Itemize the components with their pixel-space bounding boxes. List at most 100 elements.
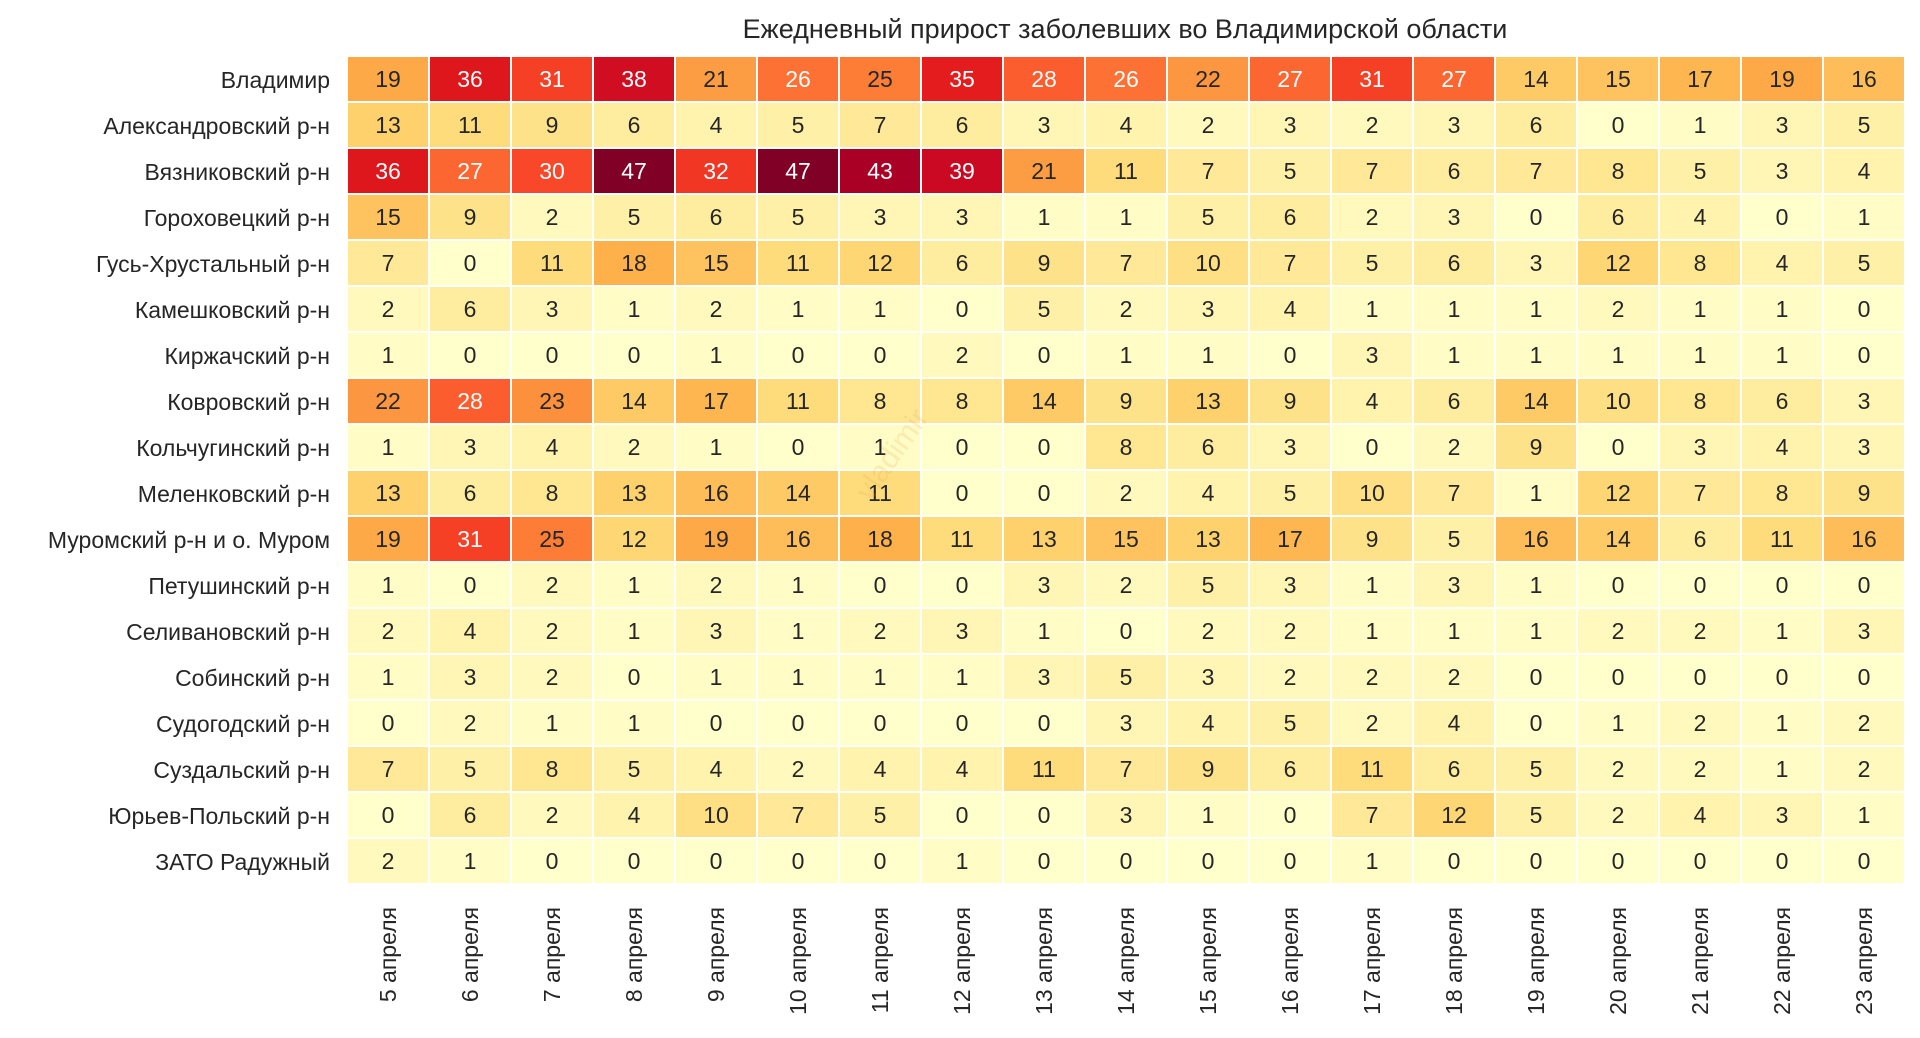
cell-value: 7 bbox=[792, 802, 805, 828]
cell-value: 6 bbox=[710, 204, 723, 230]
cell-value: 7 bbox=[382, 756, 395, 782]
cell-value: 2 bbox=[1120, 480, 1133, 506]
cell-value: 15 bbox=[703, 250, 729, 276]
cell-value: 3 bbox=[1858, 618, 1871, 644]
heatmap-cell bbox=[1250, 839, 1330, 883]
cell-value: 2 bbox=[1202, 618, 1215, 644]
cell-value: 3 bbox=[1038, 664, 1051, 690]
cell-value: 0 bbox=[956, 802, 969, 828]
heatmap-cell bbox=[1578, 379, 1658, 423]
heatmap-cell bbox=[840, 103, 920, 147]
column-label: 21 апреля bbox=[1687, 907, 1713, 1015]
cell-value: 3 bbox=[956, 618, 969, 644]
heatmap-cell bbox=[840, 793, 920, 837]
heatmap-cell bbox=[1660, 425, 1740, 469]
cell-value: 5 bbox=[1038, 296, 1051, 322]
cell-value: 36 bbox=[375, 158, 401, 184]
cell-value: 1 bbox=[1038, 204, 1051, 230]
cell-value: 2 bbox=[1120, 572, 1133, 598]
heatmap-cell bbox=[348, 655, 428, 699]
cell-value: 6 bbox=[1284, 204, 1297, 230]
cell-value: 0 bbox=[874, 710, 887, 736]
heatmap-cell bbox=[1578, 793, 1658, 837]
cell-value: 3 bbox=[1448, 112, 1461, 138]
heatmap-cell bbox=[922, 195, 1002, 239]
heatmap-cell bbox=[676, 57, 756, 101]
cell-value: 22 bbox=[375, 388, 401, 414]
cell-value: 1 bbox=[546, 710, 559, 736]
heatmap-cell bbox=[758, 655, 838, 699]
heatmap-cell bbox=[594, 655, 674, 699]
cell-value: 16 bbox=[785, 526, 811, 552]
cell-value: 1 bbox=[1366, 848, 1379, 874]
cell-value: 1 bbox=[1776, 296, 1789, 322]
cell-value: 0 bbox=[1530, 710, 1543, 736]
heatmap-cell bbox=[1578, 655, 1658, 699]
row-label: ЗАТО Радужный bbox=[155, 849, 330, 875]
cell-value: 0 bbox=[1858, 848, 1871, 874]
cell-value: 1 bbox=[1776, 618, 1789, 644]
heatmap-cell bbox=[512, 57, 592, 101]
cell-value: 6 bbox=[1448, 756, 1461, 782]
cell-value: 2 bbox=[710, 296, 723, 322]
heatmap-cell bbox=[1660, 57, 1740, 101]
cell-value: 5 bbox=[1120, 664, 1133, 690]
cell-value: 4 bbox=[874, 756, 887, 782]
column-label: 23 апреля bbox=[1851, 907, 1877, 1015]
cell-value: 0 bbox=[1776, 664, 1789, 690]
heatmap-cell bbox=[1414, 747, 1494, 791]
cell-value: 6 bbox=[1448, 250, 1461, 276]
cell-value: 17 bbox=[1687, 66, 1713, 92]
column-label: 20 апреля bbox=[1605, 907, 1631, 1015]
cell-value: 6 bbox=[464, 480, 477, 506]
heatmap-cell bbox=[512, 655, 592, 699]
heatmap-cell bbox=[430, 241, 510, 285]
cell-value: 5 bbox=[1530, 756, 1543, 782]
cell-value: 0 bbox=[1530, 848, 1543, 874]
cell-value: 4 bbox=[1776, 434, 1789, 460]
cell-value: 3 bbox=[1120, 710, 1133, 736]
heatmap-cell bbox=[348, 103, 428, 147]
heatmap-cell bbox=[1578, 241, 1658, 285]
heatmap-cell bbox=[1496, 747, 1576, 791]
heatmap-cell bbox=[676, 241, 756, 285]
heatmap-cell bbox=[1086, 563, 1166, 607]
cell-value: 2 bbox=[546, 664, 559, 690]
heatmap-cell bbox=[840, 563, 920, 607]
cell-value: 2 bbox=[1202, 112, 1215, 138]
cell-value: 7 bbox=[382, 250, 395, 276]
heatmap-cell bbox=[676, 333, 756, 377]
column-label: 6 апреля bbox=[457, 907, 483, 1002]
cell-value: 0 bbox=[792, 434, 805, 460]
heatmap-cell bbox=[1332, 517, 1412, 561]
heatmap-cell bbox=[1168, 333, 1248, 377]
cell-value: 11 bbox=[786, 388, 810, 414]
cell-value: 8 bbox=[956, 388, 969, 414]
cell-value: 9 bbox=[1858, 480, 1871, 506]
heatmap-cell bbox=[1742, 333, 1822, 377]
heatmap-cell bbox=[594, 793, 674, 837]
cell-value: 9 bbox=[1202, 756, 1215, 782]
cell-value: 1 bbox=[1366, 296, 1379, 322]
heatmap-cell bbox=[1086, 839, 1166, 883]
cell-value: 11 bbox=[1114, 158, 1138, 184]
cell-value: 1 bbox=[1858, 204, 1871, 230]
heatmap-cell bbox=[1824, 287, 1904, 331]
heatmap-cell bbox=[594, 839, 674, 883]
cell-value: 1 bbox=[1120, 204, 1133, 230]
cell-value: 3 bbox=[546, 296, 559, 322]
heatmap-cell bbox=[1086, 425, 1166, 469]
heatmap-cell bbox=[512, 517, 592, 561]
heatmap-cell bbox=[1332, 195, 1412, 239]
heatmap-cell bbox=[594, 195, 674, 239]
chart-title: Ежедневный прирост заболевших во Владими… bbox=[743, 14, 1508, 44]
column-label: 11 апреля bbox=[867, 907, 893, 1013]
heatmap-cell bbox=[840, 517, 920, 561]
cell-value: 7 bbox=[874, 112, 887, 138]
heatmap-cell bbox=[840, 57, 920, 101]
heatmap-cell bbox=[430, 701, 510, 745]
heatmap-cell bbox=[1086, 149, 1166, 193]
heatmap-cell bbox=[1660, 471, 1740, 515]
cell-value: 16 bbox=[1523, 526, 1549, 552]
heatmap-cell bbox=[1742, 655, 1822, 699]
